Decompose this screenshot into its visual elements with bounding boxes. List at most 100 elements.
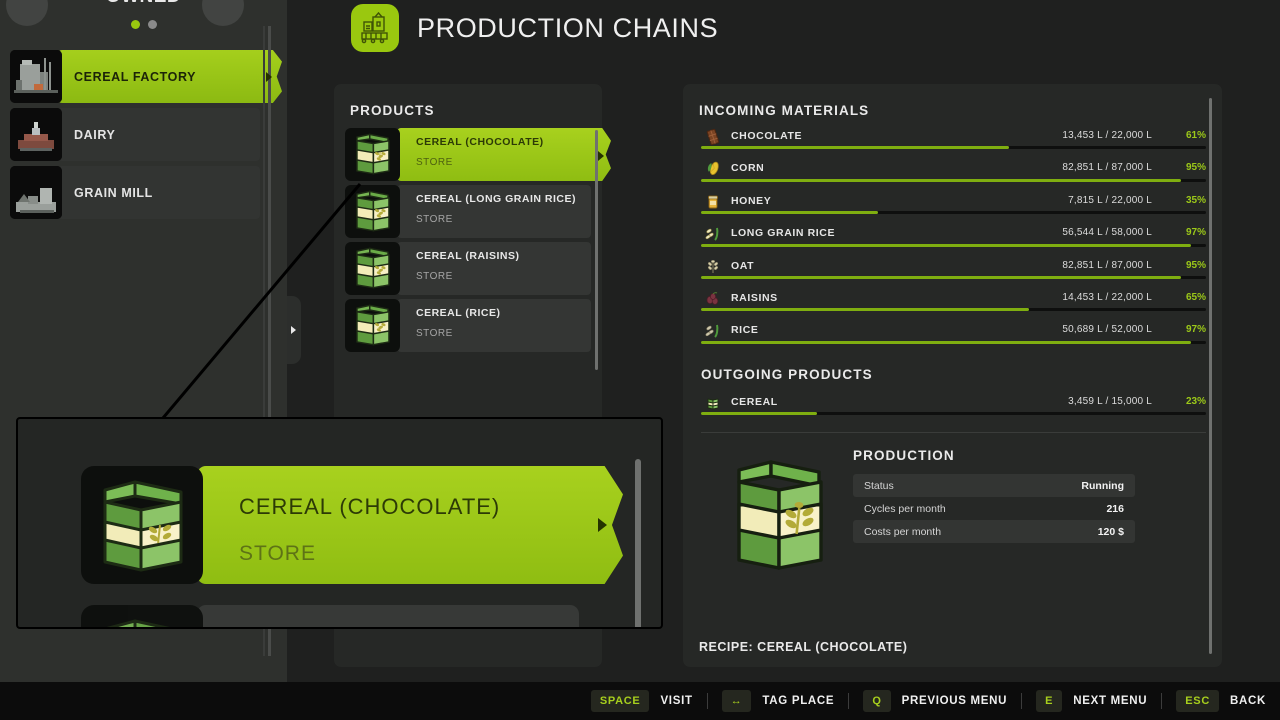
material-row[interactable]: RICE 50,689 L / 52,000 L 97% <box>701 318 1206 350</box>
sidebar-item-body[interactable]: CEREAL FACTORY <box>58 50 272 103</box>
cereal-box-large-icon <box>719 450 835 578</box>
material-bar-fill <box>701 146 1010 150</box>
material-name: OAT <box>731 259 755 272</box>
callout-next-body[interactable]: CEREAL (LONG GRAIN RICE) <box>197 605 579 627</box>
panel-collapse-tab[interactable] <box>287 296 301 364</box>
grain-mill-thumbnail-icon <box>10 166 62 219</box>
product-item-body[interactable]: CEREAL (CHOCOLATE) STORE <box>397 128 604 181</box>
outgoing-name: CEREAL <box>731 396 778 408</box>
hint-separator <box>706 693 708 709</box>
material-bar-fill <box>701 275 1181 279</box>
outgoing-products-list: CEREAL 3,459 L / 15,000 L 23% <box>701 390 1206 422</box>
material-row[interactable]: CORN 82,851 L / 87,000 L 95% <box>701 156 1206 188</box>
material-row[interactable]: OAT 82,851 L / 87,000 L 95% <box>701 254 1206 286</box>
factory-thumbnail-icon <box>10 50 62 103</box>
material-percent: 97% <box>1185 324 1206 336</box>
product-name: CEREAL (RICE) <box>416 307 501 319</box>
product-item-cereal-long-grain-rice[interactable]: CEREAL (LONG GRAIN RICE) STORE <box>345 185 591 240</box>
sidebar-item-label: CEREAL FACTORY <box>74 69 197 84</box>
key-esc: ESC <box>1176 690 1219 712</box>
chocolate-bar-icon <box>704 128 722 146</box>
material-bar-track <box>701 340 1206 344</box>
material-row[interactable]: LONG GRAIN RICE 56,544 L / 58,000 L 97% <box>701 221 1206 253</box>
product-sub: STORE <box>416 214 453 225</box>
key-e: E <box>1036 690 1063 712</box>
callout-product-body[interactable]: CEREAL (CHOCOLATE) STORE <box>197 466 607 584</box>
cereal-box-icon <box>81 605 203 627</box>
pager-dot-2[interactable] <box>147 20 157 30</box>
production-row-value: 216 <box>1106 502 1124 515</box>
product-item-cereal-chocolate[interactable]: CEREAL (CHOCOLATE) STORE <box>345 128 604 183</box>
hint-next-menu[interactable]: E NEXT MENU <box>1036 690 1161 712</box>
material-bar-track <box>701 275 1206 279</box>
sidebar-pager[interactable] <box>0 16 287 34</box>
sidebar-title: OWNED <box>0 0 287 8</box>
material-row[interactable]: CHOCOLATE 13,453 L / 22,000 L 61% <box>701 124 1206 156</box>
production-row-key: Status <box>864 479 894 492</box>
callout-product-name: CEREAL (CHOCOLATE) <box>239 494 501 519</box>
outgoing-amount: 3,459 L / 15,000 L <box>1068 396 1152 407</box>
sidebar-item-grain-mill[interactable]: GRAIN MILL <box>10 166 260 223</box>
hint-label: NEXT MENU <box>1073 695 1148 707</box>
production-table: Status Running Cycles per month 216 Cost… <box>853 474 1135 543</box>
material-amount: 56,544 L / 58,000 L <box>1062 227 1152 239</box>
pager-dot-1[interactable] <box>130 20 140 30</box>
page-header: PRODUCTION CHAINS <box>351 4 718 52</box>
product-item-body[interactable]: CEREAL (RAISINS) STORE <box>397 242 591 295</box>
products-scrollbar[interactable] <box>595 130 598 370</box>
callout-product-item[interactable]: CEREAL (CHOCOLATE) STORE <box>81 466 607 584</box>
material-bar-track <box>701 243 1206 247</box>
material-bar-fill <box>701 308 1030 312</box>
outgoing-percent: 23% <box>1185 396 1206 407</box>
sidebar-item-cereal-factory[interactable]: CEREAL FACTORY <box>10 50 272 107</box>
callout-product-item-next[interactable]: CEREAL (LONG GRAIN RICE) <box>81 605 579 627</box>
callout-scrollbar[interactable] <box>635 459 641 627</box>
chevron-right-icon <box>266 72 272 82</box>
hint-label: PREVIOUS MENU <box>901 695 1008 707</box>
factory-badge-icon <box>351 4 399 52</box>
sidebar-item-dairy[interactable]: DAIRY <box>10 108 260 165</box>
hint-visit[interactable]: SPACE VISIT <box>590 690 707 712</box>
product-item-cereal-raisins[interactable]: CEREAL (RAISINS) STORE <box>345 242 591 297</box>
chevron-right-icon <box>598 151 604 161</box>
material-bar-fill <box>701 178 1181 182</box>
material-bar-fill <box>701 243 1191 247</box>
key-q: Q <box>863 690 891 712</box>
production-row-key: Costs per month <box>864 525 942 538</box>
honey-jar-icon <box>704 193 722 211</box>
material-bar-fill <box>701 211 878 215</box>
chevron-right-icon <box>598 518 607 532</box>
production-row-cycles: Cycles per month 216 <box>853 497 1135 520</box>
product-item-body[interactable]: CEREAL (RICE) STORE <box>397 299 591 352</box>
material-percent: 97% <box>1185 227 1206 239</box>
main-panel: PRODUCTION CHAINS PRODUCTS <box>263 0 1280 682</box>
page-title: PRODUCTION CHAINS <box>417 12 719 43</box>
hint-previous-menu[interactable]: Q PREVIOUS MENU <box>863 690 1021 712</box>
product-item-body[interactable]: CEREAL (LONG GRAIN RICE) STORE <box>397 185 591 238</box>
sidebar-item-body[interactable]: DAIRY <box>58 108 260 161</box>
material-bar-track <box>701 211 1206 215</box>
material-percent: 65% <box>1185 291 1206 303</box>
product-item-cereal-rice[interactable]: CEREAL (RICE) STORE <box>345 299 591 354</box>
cereal-box-icon <box>704 394 722 412</box>
hint-label: TAG PLACE <box>762 695 835 707</box>
product-sub: STORE <box>416 157 453 168</box>
hint-tag-place[interactable]: ↔ TAG PLACE <box>721 690 849 712</box>
material-row[interactable]: RAISINS 14,453 L / 22,000 L 65% <box>701 286 1206 318</box>
production-heading: PRODUCTION <box>853 448 955 463</box>
material-row[interactable]: HONEY 7,815 L / 22,000 L 35% <box>701 189 1206 221</box>
key-space: SPACE <box>590 690 650 712</box>
outgoing-row[interactable]: CEREAL 3,459 L / 15,000 L 23% <box>701 390 1206 422</box>
product-name: CEREAL (CHOCOLATE) <box>416 136 544 148</box>
outgoing-bar-track <box>701 412 1206 416</box>
detail-scrollbar[interactable] <box>1209 98 1212 654</box>
product-sub: STORE <box>416 271 453 282</box>
sidebar-item-body[interactable]: GRAIN MILL <box>58 166 260 219</box>
incoming-materials-heading: INCOMING MATERIALS <box>699 103 870 118</box>
material-percent: 95% <box>1185 259 1206 271</box>
material-bar-track <box>701 146 1206 150</box>
corn-icon <box>704 160 722 178</box>
hint-back[interactable]: ESC BACK <box>1176 690 1266 712</box>
material-amount: 82,851 L / 87,000 L <box>1062 162 1152 174</box>
